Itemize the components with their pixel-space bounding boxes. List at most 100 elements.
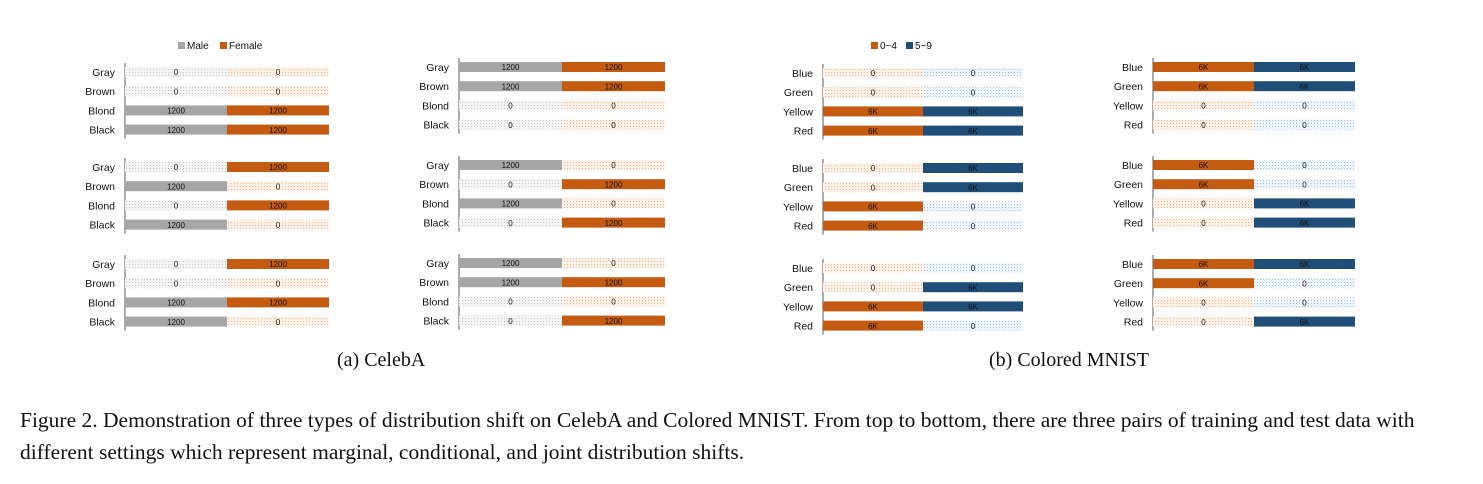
data-label: 1200 bbox=[605, 82, 623, 91]
bar-segment bbox=[459, 81, 562, 92]
category-label: Red bbox=[794, 321, 813, 333]
legend-label: Female bbox=[229, 41, 263, 52]
bar-segment bbox=[459, 179, 562, 190]
data-label: 0 bbox=[971, 203, 976, 212]
data-label: 0 bbox=[1201, 102, 1206, 111]
category-label: Green bbox=[1114, 179, 1143, 191]
bar-segment bbox=[1153, 119, 1254, 130]
celeba-chart-r1-c1: Gray 0 0 Brown 0 0 Blond 1200 1200 Black 1200 1200 M… bbox=[85, 41, 329, 139]
bar-segment bbox=[562, 258, 665, 268]
celeba-caption: (a) CelebA bbox=[337, 349, 426, 371]
bar-segment bbox=[823, 301, 923, 312]
bar-segment bbox=[923, 201, 1023, 212]
bar-segment bbox=[562, 160, 665, 170]
category-label: Blue bbox=[1122, 62, 1143, 74]
bar-segment bbox=[227, 297, 329, 308]
data-label: 0 bbox=[871, 164, 876, 173]
category-label: Brown bbox=[85, 181, 115, 193]
data-label: 1200 bbox=[269, 260, 287, 269]
data-label: 1200 bbox=[605, 278, 623, 287]
data-label: 1200 bbox=[167, 318, 185, 327]
bar-segment bbox=[227, 316, 329, 327]
bar-segment bbox=[562, 198, 665, 209]
data-label: 1200 bbox=[502, 63, 520, 72]
bar-segment bbox=[227, 219, 329, 230]
bar-segment bbox=[459, 62, 562, 72]
data-label: 6K bbox=[1300, 82, 1310, 91]
data-label: 6K bbox=[1199, 161, 1209, 170]
bar-segment bbox=[562, 277, 665, 288]
data-label: 0 bbox=[276, 182, 281, 191]
category-label: Black bbox=[423, 218, 449, 230]
category-label: Green bbox=[784, 87, 813, 99]
data-label: 6K bbox=[868, 222, 878, 231]
category-label: Black bbox=[89, 220, 115, 232]
data-label: 0 bbox=[276, 68, 281, 77]
data-label: 0 bbox=[611, 298, 616, 307]
category-label: Blue bbox=[792, 263, 813, 275]
data-label: 6K bbox=[1199, 82, 1209, 91]
bar-segment bbox=[459, 198, 562, 209]
data-label: 1200 bbox=[167, 221, 185, 230]
bar-segment bbox=[459, 277, 562, 288]
category-label: Brown bbox=[419, 179, 449, 191]
data-label: 0 bbox=[1302, 102, 1307, 111]
data-label: 6K bbox=[968, 127, 978, 136]
bar-segment bbox=[562, 315, 665, 326]
data-label: 1200 bbox=[605, 180, 623, 189]
bar-segment bbox=[1153, 259, 1254, 269]
bar-segment bbox=[923, 320, 1023, 331]
data-label: 1200 bbox=[605, 317, 623, 326]
category-label: Brown bbox=[419, 81, 449, 93]
data-label: 6K bbox=[1300, 260, 1310, 269]
data-label: 1200 bbox=[502, 82, 520, 91]
data-label: 0 bbox=[871, 69, 876, 78]
bar-segment bbox=[459, 296, 562, 307]
data-label: 0 bbox=[174, 260, 179, 269]
bar-segment bbox=[1254, 179, 1355, 190]
data-label: 1200 bbox=[269, 126, 287, 135]
category-label: Blue bbox=[792, 163, 813, 175]
bar-segment bbox=[562, 119, 665, 130]
data-label: 0 bbox=[971, 264, 976, 273]
bar-segment bbox=[923, 301, 1023, 312]
data-label: 6K bbox=[868, 203, 878, 212]
data-label: 0 bbox=[276, 221, 281, 230]
data-label: 1200 bbox=[167, 107, 185, 116]
category-label: Blond bbox=[88, 297, 115, 309]
bar-segment bbox=[1153, 198, 1254, 209]
bar-segment bbox=[125, 124, 227, 135]
category-label: Gray bbox=[426, 258, 450, 270]
bar-segment bbox=[125, 297, 227, 308]
data-label: 0 bbox=[508, 298, 513, 307]
data-label: 0 bbox=[611, 200, 616, 209]
data-label: 6K bbox=[1300, 63, 1310, 72]
bar-segment bbox=[562, 62, 665, 72]
data-label: 6K bbox=[1199, 279, 1209, 288]
data-label: 0 bbox=[174, 163, 179, 172]
bar-segment bbox=[1254, 316, 1355, 327]
celeba-chart-r3-c1: Gray 0 1200 Brown 0 0 Blond 1200 1200 Black 1200 0 bbox=[85, 255, 329, 331]
data-label: 6K bbox=[968, 283, 978, 292]
bar-segment bbox=[823, 282, 923, 293]
category-label: Green bbox=[1114, 81, 1143, 93]
data-label: 0 bbox=[971, 88, 976, 97]
data-label: 6K bbox=[968, 164, 978, 173]
category-label: Gray bbox=[426, 62, 450, 74]
bar-segment bbox=[1254, 119, 1355, 130]
bar-segment bbox=[562, 296, 665, 307]
mnist-chart-r3-c2: Blue 6K 6K Green 6K 0 Yellow 0 0 Red 0 6K bbox=[1113, 255, 1355, 331]
legend-swatch bbox=[906, 42, 913, 49]
mnist-chart-r2-c2: Blue 6K 0 Green 6K 0 Yellow 0 6K Red 0 6K bbox=[1113, 156, 1355, 232]
data-label: 0 bbox=[1302, 299, 1307, 308]
bar-segment bbox=[227, 162, 329, 172]
data-label: 0 bbox=[871, 88, 876, 97]
category-label: Gray bbox=[92, 259, 116, 271]
category-label: Black bbox=[423, 120, 449, 132]
data-label: 0 bbox=[871, 183, 876, 192]
data-label: 0 bbox=[1302, 279, 1307, 288]
category-label: Gray bbox=[92, 162, 116, 174]
bar-segment bbox=[227, 86, 329, 97]
bar-segment bbox=[823, 125, 923, 136]
data-label: 6K bbox=[968, 183, 978, 192]
